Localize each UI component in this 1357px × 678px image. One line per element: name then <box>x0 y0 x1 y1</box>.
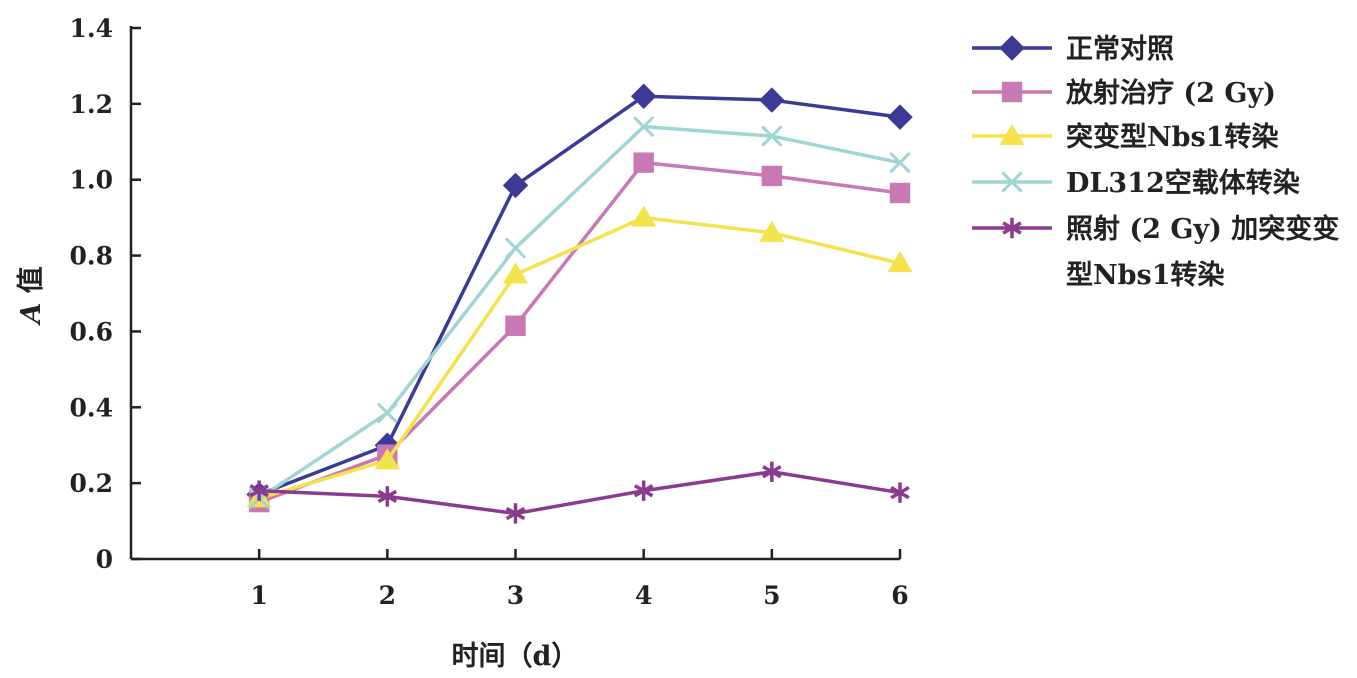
legend-item: 突变型Nbs1转染 <box>972 121 1279 153</box>
data-point <box>887 104 913 130</box>
legend-label: 放射治疗 (2 Gy) <box>1065 77 1276 109</box>
data-point <box>376 402 398 424</box>
series-2 <box>248 152 911 513</box>
y-tick-label: 0.6 <box>70 317 114 346</box>
data-point <box>249 480 269 501</box>
legend-label: 照射 (2 Gy) 加突变变 <box>1066 213 1339 245</box>
y-tick-label: 0 <box>96 545 113 574</box>
legend-label: DL312空载体转染 <box>1066 167 1300 199</box>
data-point <box>505 503 526 524</box>
series-3 <box>246 205 913 508</box>
data-point <box>761 125 783 147</box>
data-point <box>762 461 782 482</box>
data-point <box>890 482 910 503</box>
data-point <box>633 480 654 501</box>
y-axis-title: A 值 <box>16 266 47 326</box>
chart-axes <box>129 26 900 561</box>
legend-item: 正常对照 <box>972 34 1174 65</box>
y-tick-label: 0.2 <box>70 469 114 498</box>
data-point <box>889 182 911 204</box>
data-point <box>377 486 398 507</box>
data-point <box>505 315 526 336</box>
x-ticks: 1 2 3 4 5 6 <box>250 549 909 610</box>
series-4 <box>248 115 911 509</box>
y-ticks: 0 0.2 0.4 0.6 0.8 1.0 1.2 1.4 <box>70 14 141 574</box>
legend-label: 突变型Nbs1转染 <box>1066 121 1279 153</box>
series-line <box>259 469 901 516</box>
legend-marker <box>1002 217 1022 239</box>
x-tick-label: 4 <box>635 581 652 610</box>
y-tick-label: 1.2 <box>70 90 114 119</box>
legend-item: 放射治疗 (2 Gy) <box>972 77 1276 109</box>
series-5 <box>249 461 910 524</box>
data-point <box>761 165 783 187</box>
legend-marker <box>999 35 1025 61</box>
data-point <box>502 262 529 284</box>
data-point <box>504 237 527 259</box>
data-point <box>631 205 657 227</box>
legend-marker <box>1001 171 1023 193</box>
series-1 <box>246 83 913 508</box>
data-point <box>759 87 785 113</box>
y-tick-label: 1.0 <box>70 166 114 195</box>
legend-label: 型Nbs1转染 <box>1066 260 1225 291</box>
series-line <box>258 124 901 500</box>
y-axis-title-italic: A <box>16 303 47 327</box>
data-point <box>633 115 655 138</box>
data-point <box>633 152 654 173</box>
legend-item: DL312空载体转染 <box>972 167 1300 199</box>
x-tick-label: 2 <box>379 581 396 610</box>
series-line <box>258 215 901 500</box>
data-point <box>630 83 657 109</box>
data-point <box>887 251 913 273</box>
x-axis-title: 时间（d） <box>452 641 579 672</box>
legend-marker <box>1001 81 1023 103</box>
x-tick-label: 5 <box>763 581 780 610</box>
series-line <box>258 94 901 497</box>
legend-label: 正常对照 <box>1066 34 1174 65</box>
series-layer <box>246 83 913 524</box>
series-line <box>258 160 901 504</box>
data-point <box>502 172 529 199</box>
y-tick-label: 0.4 <box>70 393 114 422</box>
y-axis-title-rest: 值 <box>16 266 47 302</box>
y-tick-label: 0.8 <box>70 242 114 271</box>
data-point <box>374 448 400 470</box>
data-point <box>889 151 911 174</box>
x-tick-label: 6 <box>891 581 908 610</box>
y-tick-label: 1.4 <box>70 14 114 43</box>
data-point <box>759 220 785 242</box>
x-tick-label: 1 <box>250 581 267 610</box>
x-tick-label: 3 <box>507 581 524 610</box>
legend-marker <box>999 124 1025 145</box>
